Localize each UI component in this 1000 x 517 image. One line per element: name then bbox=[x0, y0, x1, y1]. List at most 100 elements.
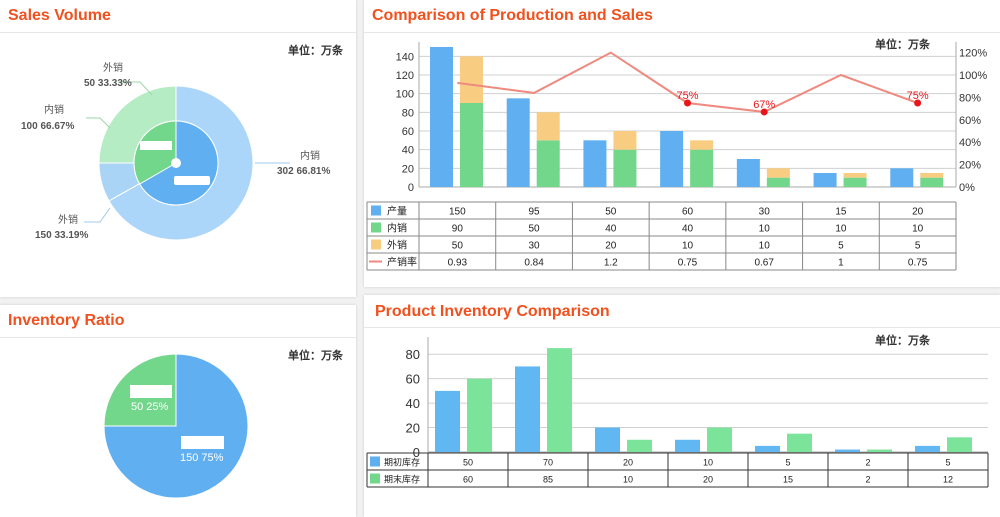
table-cell: 85 bbox=[543, 475, 553, 485]
slice-name: 内销 bbox=[300, 149, 320, 162]
sales-volume-title: Sales Volume bbox=[8, 7, 111, 24]
leader-line bbox=[118, 81, 153, 96]
bar-export bbox=[690, 140, 714, 150]
inner-pie-slice bbox=[133, 120, 177, 185]
slice-label: 50 25% bbox=[131, 401, 169, 413]
bar-export bbox=[613, 131, 637, 150]
inventory-ratio-title: Inventory Ratio bbox=[8, 312, 125, 329]
ratio-marker bbox=[760, 108, 768, 116]
legend-swatch bbox=[370, 456, 380, 467]
bar-closing-stock bbox=[627, 439, 652, 452]
table-cell: 2 bbox=[865, 458, 870, 468]
y-tick-label: 100 bbox=[396, 89, 414, 101]
y-tick-label: 140 bbox=[396, 51, 414, 63]
bar-closing-stock bbox=[547, 348, 572, 452]
divider bbox=[0, 32, 356, 33]
unit-label: 单位：万条 bbox=[288, 45, 343, 57]
table-cell: 10 bbox=[623, 475, 633, 485]
bar-export bbox=[920, 173, 944, 178]
bar-domestic bbox=[843, 177, 867, 187]
legend-swatch bbox=[371, 239, 381, 250]
table-cell: 1 bbox=[838, 258, 844, 269]
y-tick-label: 60 bbox=[406, 372, 420, 387]
divider bbox=[364, 327, 1000, 328]
table-cell: 0.84 bbox=[524, 258, 544, 269]
label-mask bbox=[174, 176, 210, 185]
table-cell: 5 bbox=[945, 458, 950, 468]
y-tick-label: 80 bbox=[406, 347, 420, 362]
label-mask bbox=[140, 141, 172, 150]
table-cell: 50 bbox=[452, 241, 464, 252]
center-dot bbox=[171, 158, 181, 168]
bar-production bbox=[583, 140, 607, 187]
slice-value: 302 66.81% bbox=[277, 166, 330, 177]
y-tick-label: 40 bbox=[406, 396, 420, 411]
y2-tick-label: 20% bbox=[959, 160, 981, 172]
table-cell: 12 bbox=[943, 475, 953, 485]
table-cell: 20 bbox=[605, 241, 617, 252]
inventory-comparison-title: Product Inventory Comparison bbox=[375, 303, 610, 320]
table-cell: 2 bbox=[865, 475, 870, 485]
table-cell: 95 bbox=[529, 207, 541, 218]
table-cell: 50 bbox=[463, 458, 473, 468]
table-cell: 0.75 bbox=[678, 258, 698, 269]
ratio-annotation: 67% bbox=[753, 99, 775, 111]
table-cell: 60 bbox=[463, 475, 473, 485]
y-tick-label: 20 bbox=[406, 421, 420, 436]
legend-label: 期末库存 bbox=[384, 474, 420, 485]
y2-tick-label: 40% bbox=[959, 137, 981, 149]
table-cell: 20 bbox=[623, 458, 633, 468]
divider bbox=[0, 337, 356, 338]
bar-domestic bbox=[460, 103, 483, 187]
bar-export bbox=[843, 173, 867, 178]
y2-tick-label: 120% bbox=[959, 48, 987, 60]
table-cell: 10 bbox=[759, 224, 771, 235]
table-cell: 0.93 bbox=[448, 258, 468, 269]
legend-swatch bbox=[371, 205, 381, 216]
ratio-annotation: 75% bbox=[907, 90, 929, 102]
y-tick-label: 0 bbox=[408, 182, 414, 194]
bar-opening-stock bbox=[755, 445, 780, 452]
table-cell: 40 bbox=[682, 224, 694, 235]
table-cell: 20 bbox=[703, 475, 713, 485]
bar-export bbox=[460, 56, 483, 103]
table-cell: 20 bbox=[912, 207, 924, 218]
leader-line bbox=[86, 117, 111, 129]
table-cell: 10 bbox=[912, 224, 924, 235]
bar-domestic bbox=[536, 140, 560, 187]
unit-label: 单位：万条 bbox=[288, 350, 343, 362]
bar-opening-stock bbox=[835, 449, 860, 452]
unit-label: 单位：万条 bbox=[875, 335, 930, 347]
bar-production bbox=[813, 173, 837, 187]
slice-value: 150 33.19% bbox=[35, 230, 88, 241]
bar-export bbox=[766, 168, 790, 178]
bar-opening-stock bbox=[915, 445, 940, 452]
bar-closing-stock bbox=[707, 427, 732, 452]
table-cell: 70 bbox=[543, 458, 553, 468]
table-cell: 0.75 bbox=[908, 258, 928, 269]
table-cell: 0.67 bbox=[754, 258, 774, 269]
unit-label: 单位：万条 bbox=[875, 39, 930, 51]
table-cell: 5 bbox=[785, 458, 790, 468]
legend-swatch bbox=[370, 473, 380, 484]
bar-production bbox=[736, 159, 760, 187]
table-cell: 90 bbox=[452, 224, 464, 235]
bar-closing-stock bbox=[787, 433, 812, 452]
y-tick-label: 40 bbox=[402, 145, 414, 157]
bar-export bbox=[536, 112, 560, 141]
y-tick-label: 20 bbox=[402, 163, 414, 175]
inventory-ratio-panel: Inventory Ratio 单位：万条 50 25% 150 75% bbox=[0, 305, 356, 517]
slice-label: 150 75% bbox=[180, 452, 224, 464]
legend-label: 产销率 bbox=[387, 256, 417, 269]
bar-production bbox=[430, 47, 453, 187]
y2-tick-label: 80% bbox=[959, 92, 981, 104]
table-cell: 10 bbox=[703, 458, 713, 468]
table-cell: 15 bbox=[835, 207, 847, 218]
legend-label: 内销 bbox=[387, 222, 407, 235]
leader-line bbox=[84, 207, 111, 223]
bar-domestic bbox=[613, 149, 637, 187]
table-cell: 5 bbox=[915, 241, 921, 252]
bar-domestic bbox=[690, 149, 714, 187]
ratio-marker bbox=[914, 99, 922, 107]
slice-name: 内销 bbox=[44, 103, 64, 116]
